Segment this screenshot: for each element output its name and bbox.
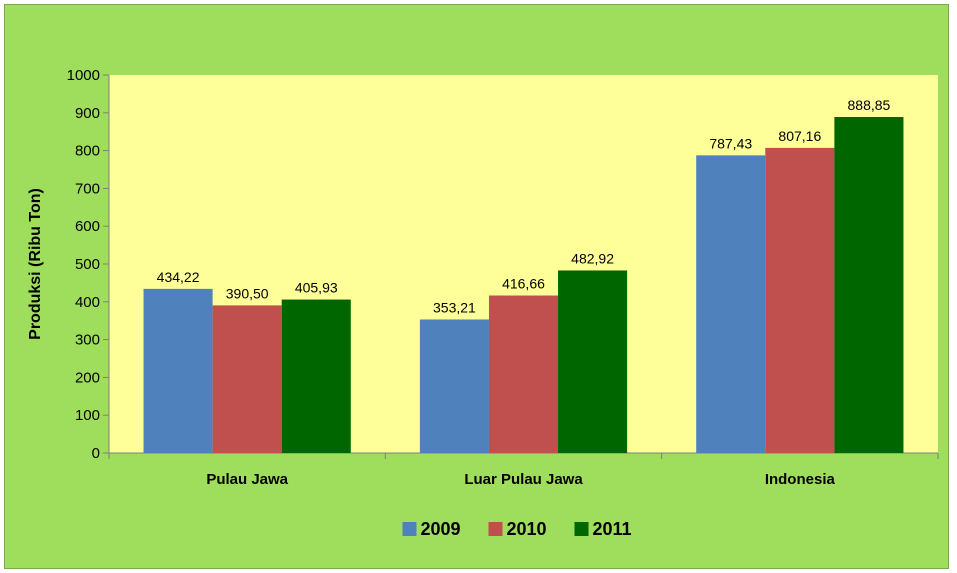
- y-tick-label: 200: [75, 369, 100, 386]
- data-label: 353,21: [433, 299, 476, 315]
- bar-2011: [558, 270, 628, 453]
- category-label: Luar Pulau Jawa: [464, 471, 583, 488]
- y-tick-label: 1000: [67, 67, 100, 84]
- data-labels: 434,22 390,50 405,93 353,21 416,66 482,92 787,…: [157, 97, 891, 315]
- y-tick-label: 100: [75, 407, 100, 424]
- y-tick-label: 300: [75, 332, 100, 349]
- y-tick-label: 800: [75, 143, 100, 160]
- legend-swatch-2011: [574, 522, 589, 536]
- y-tick-label: 500: [75, 256, 100, 273]
- y-tick-label: 600: [75, 218, 100, 235]
- data-label: 405,93: [295, 280, 338, 296]
- legend-swatch-2010: [488, 522, 503, 536]
- y-axis: 0 100 200 300 400 500 600 700 800 900 1000: [67, 67, 110, 462]
- data-label: 434,22: [157, 269, 200, 285]
- legend-label-2011: 2011: [593, 519, 632, 539]
- x-axis: Pulau Jawa Luar Pulau Jawa Indonesia: [108, 452, 939, 488]
- y-tick-label: 700: [75, 180, 100, 197]
- y-tick-label: 0: [92, 445, 100, 462]
- bars: [143, 117, 904, 454]
- bar-2011: [834, 117, 904, 453]
- data-label: 390,50: [226, 285, 269, 301]
- data-label: 482,92: [571, 250, 614, 266]
- data-label: 416,66: [502, 276, 545, 292]
- bar-2009: [419, 319, 489, 453]
- data-label: 787,43: [709, 135, 752, 151]
- bar-2009: [143, 288, 213, 453]
- legend-label-2009: 2009: [421, 519, 461, 539]
- y-tick-label: 400: [75, 294, 100, 311]
- data-label: 807,16: [778, 128, 821, 144]
- legend-swatch-2009: [402, 522, 417, 536]
- bar-2010: [488, 295, 559, 453]
- bar-2009: [696, 155, 766, 454]
- y-axis-title: Produksi (Ribu Ton): [27, 188, 44, 340]
- bar-2010: [765, 147, 835, 453]
- y-tick-label: 900: [75, 105, 100, 122]
- legend: 2009 2010 2011: [402, 519, 632, 539]
- category-label: Pulau Jawa: [206, 471, 288, 488]
- bar-2010: [212, 305, 282, 453]
- legend-label-2010: 2010: [507, 519, 547, 539]
- data-label: 888,85: [848, 97, 891, 113]
- category-label: Indonesia: [765, 471, 836, 488]
- bar-2011: [281, 299, 351, 453]
